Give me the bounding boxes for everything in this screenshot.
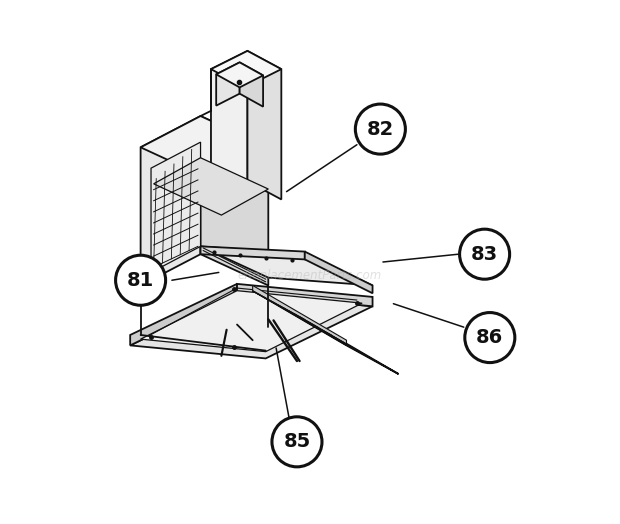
Polygon shape bbox=[240, 62, 263, 107]
Polygon shape bbox=[141, 116, 200, 286]
Polygon shape bbox=[247, 51, 281, 200]
Polygon shape bbox=[216, 62, 240, 106]
Text: 85: 85 bbox=[283, 432, 311, 451]
Text: eReplacementParts.com: eReplacementParts.com bbox=[238, 268, 382, 281]
Polygon shape bbox=[305, 252, 373, 293]
Polygon shape bbox=[200, 116, 268, 286]
Text: 86: 86 bbox=[476, 328, 503, 347]
Circle shape bbox=[465, 312, 515, 363]
Polygon shape bbox=[253, 286, 347, 345]
Circle shape bbox=[115, 255, 166, 305]
Polygon shape bbox=[154, 158, 268, 215]
Circle shape bbox=[272, 417, 322, 467]
Text: 81: 81 bbox=[127, 271, 154, 290]
Polygon shape bbox=[200, 246, 305, 259]
Polygon shape bbox=[216, 62, 263, 88]
Text: 82: 82 bbox=[367, 119, 394, 138]
Polygon shape bbox=[130, 284, 237, 345]
Circle shape bbox=[355, 104, 405, 154]
Circle shape bbox=[459, 229, 510, 279]
Polygon shape bbox=[151, 142, 200, 272]
Polygon shape bbox=[141, 116, 268, 179]
Polygon shape bbox=[211, 51, 247, 200]
Text: 83: 83 bbox=[471, 245, 498, 264]
Polygon shape bbox=[141, 291, 362, 352]
Polygon shape bbox=[237, 284, 373, 307]
Polygon shape bbox=[211, 51, 281, 88]
Polygon shape bbox=[200, 246, 373, 286]
Polygon shape bbox=[130, 293, 373, 358]
Polygon shape bbox=[253, 291, 399, 374]
